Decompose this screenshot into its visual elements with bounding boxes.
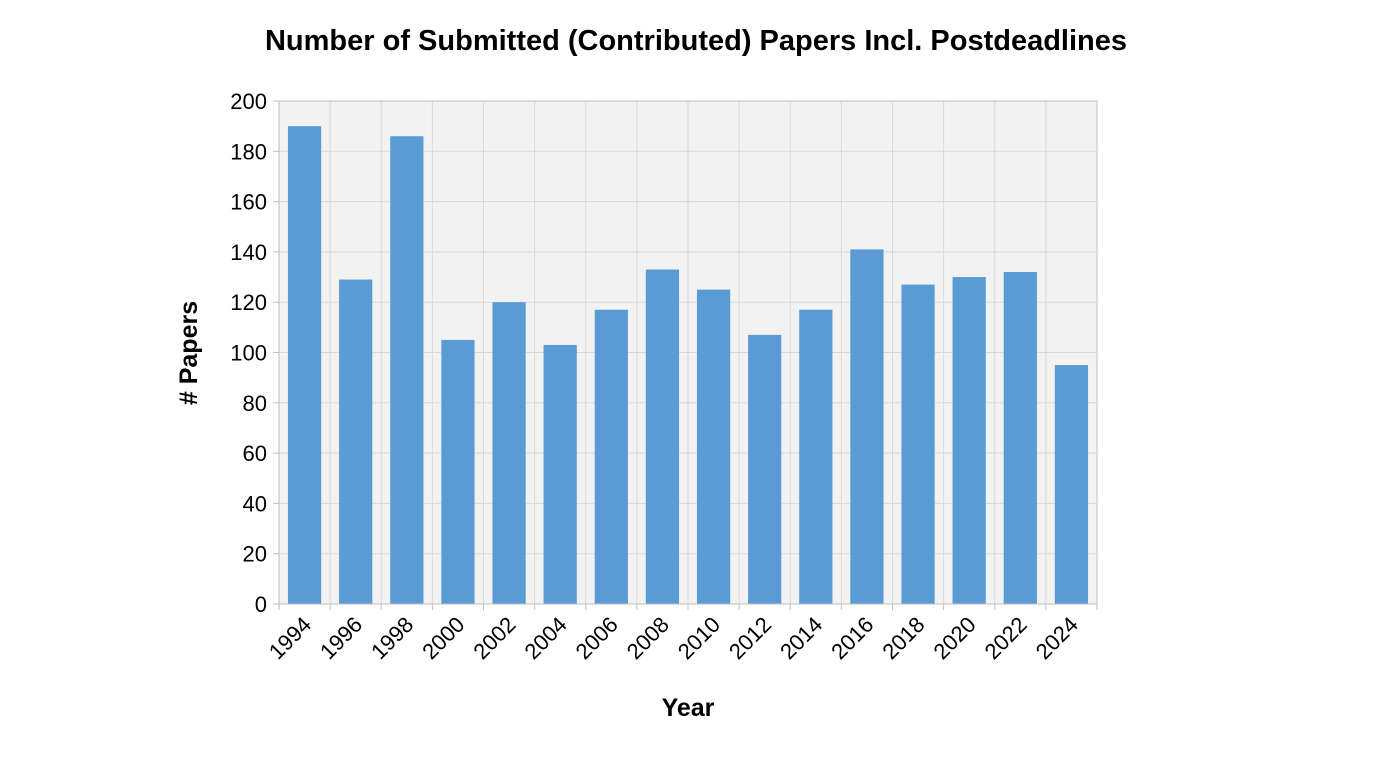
- x-axis-ticks: 1994199619982000200220042006200820102012…: [264, 604, 1098, 664]
- bar-2014: [799, 309, 833, 604]
- bar-2002: [492, 302, 526, 604]
- bars: [287, 126, 1089, 605]
- bar-2004: [543, 344, 577, 604]
- y-tick-label: 0: [255, 592, 267, 617]
- y-axis-label: # Papers: [175, 301, 203, 405]
- bar-2008: [645, 269, 680, 604]
- bar-2012: [748, 334, 782, 604]
- x-tick-label: 2010: [673, 612, 725, 664]
- y-tick-label: 120: [230, 290, 267, 315]
- x-tick-label: 2014: [775, 612, 827, 664]
- x-tick-label: 2000: [417, 612, 469, 664]
- y-tick-label: 140: [230, 240, 267, 265]
- x-tick-label: 2022: [980, 612, 1032, 664]
- x-tick-label: 2002: [468, 612, 520, 664]
- bar-1998: [390, 136, 424, 604]
- x-tick-label: 1996: [315, 612, 367, 664]
- y-tick-label: 80: [243, 391, 267, 416]
- bar-2022: [1003, 272, 1037, 604]
- x-tick-label: 2016: [826, 612, 878, 664]
- y-axis-ticks: 0 20 40 60 80 100 120 140 160 180 200: [230, 89, 279, 617]
- bar-2000: [441, 339, 475, 604]
- x-tick-label: 2008: [622, 612, 674, 664]
- y-tick-label: 40: [243, 491, 267, 516]
- y-tick-label: 60: [243, 441, 267, 466]
- bar-2010: [696, 289, 731, 604]
- bar-2018: [901, 284, 935, 604]
- x-tick-label: 1994: [264, 612, 316, 664]
- chart-title: Number of Submitted (Contributed) Papers…: [265, 25, 1127, 57]
- y-tick-label: 200: [230, 89, 267, 114]
- x-tick-label: 2004: [519, 612, 571, 664]
- bar-2016: [850, 249, 884, 604]
- x-tick-label: 2020: [928, 612, 980, 664]
- bar-1994: [287, 126, 322, 605]
- y-tick-label: 20: [243, 542, 267, 567]
- x-tick-label: 2018: [877, 612, 929, 664]
- x-tick-label: 1998: [366, 612, 418, 664]
- x-tick-label: 2006: [571, 612, 623, 664]
- bar-2020: [952, 277, 986, 604]
- bar-1996: [339, 279, 373, 604]
- y-tick-label: 100: [230, 341, 267, 366]
- x-axis-label: Year: [662, 694, 715, 722]
- y-tick-label: 180: [230, 139, 267, 164]
- x-tick-label: 2012: [724, 612, 776, 664]
- bar-2006: [594, 309, 628, 604]
- x-tick-label: 2024: [1031, 612, 1083, 664]
- bar-2024: [1054, 365, 1089, 604]
- y-tick-label: 160: [230, 190, 267, 215]
